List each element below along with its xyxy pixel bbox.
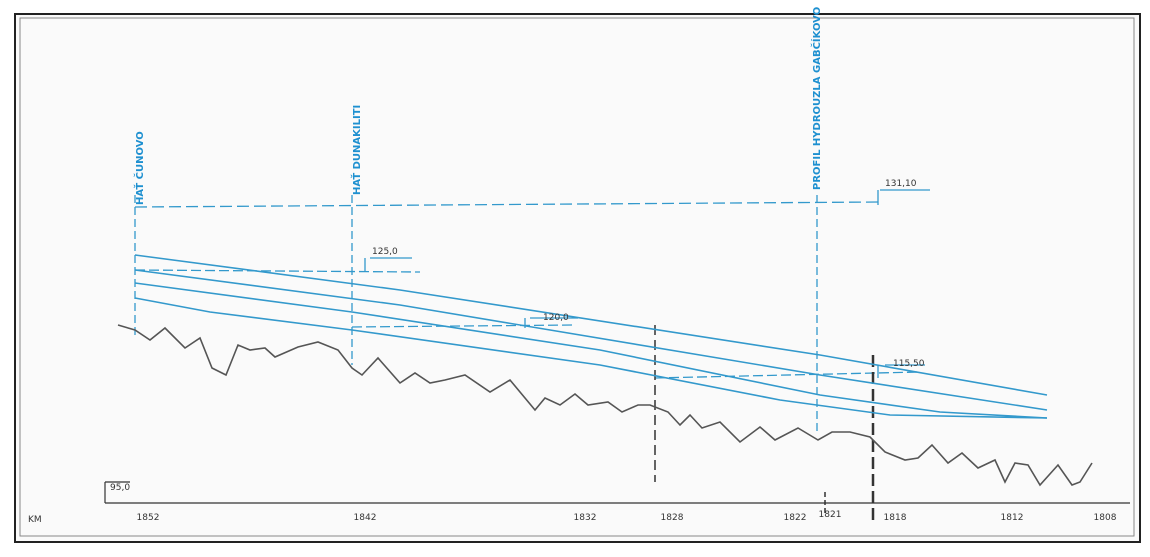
water-levels: [134, 254, 1048, 419]
km-tick: 1822: [784, 513, 807, 523]
km-tick: 1828: [661, 513, 684, 523]
km-tick: 1808: [1094, 513, 1117, 523]
km-tick: 1812: [1001, 513, 1024, 523]
dam-label: HAŤ ČUNOVO: [133, 131, 146, 205]
axis-unit: KM: [28, 515, 42, 525]
frame: [14, 13, 1141, 543]
km-tick: 1821: [819, 510, 842, 520]
km-tick: 1818: [884, 513, 907, 523]
dam-label: HAŤ DUNAKILITI: [350, 105, 363, 195]
river-bed: [117, 324, 1093, 487]
level-label: 115,50: [893, 359, 925, 369]
profile-label: PROFIL HYDROUZLA GABČÍKOVO: [810, 7, 823, 190]
km-tick: 1852: [137, 513, 160, 523]
km-tick: 1842: [354, 513, 377, 523]
level-label: 120,0: [543, 313, 569, 323]
level-label: 125,0: [372, 247, 398, 257]
km-axis: [104, 481, 1130, 504]
level-label: 131,10: [885, 179, 917, 189]
dashed-guides: [134, 189, 930, 435]
datum-label: 95,0: [110, 483, 130, 493]
km-tick: 1832: [574, 513, 597, 523]
inner-frame: [19, 17, 1135, 537]
